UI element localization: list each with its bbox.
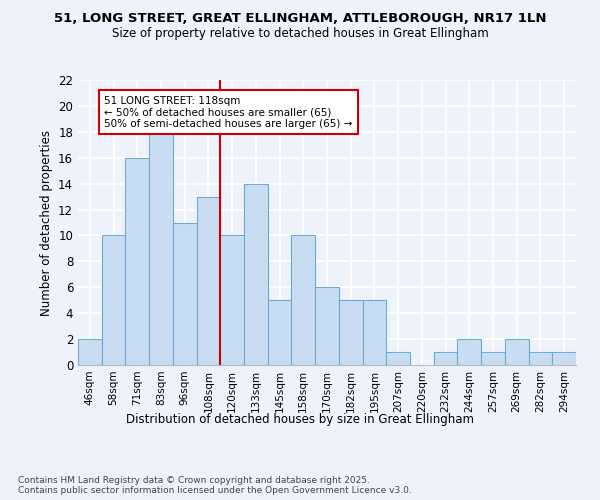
Bar bbox=[505, 339, 529, 365]
Bar bbox=[220, 236, 244, 365]
Bar bbox=[268, 300, 292, 365]
Y-axis label: Number of detached properties: Number of detached properties bbox=[40, 130, 53, 316]
Bar bbox=[315, 288, 339, 365]
Bar bbox=[292, 236, 315, 365]
Bar bbox=[173, 222, 197, 365]
Bar bbox=[386, 352, 410, 365]
Bar bbox=[362, 300, 386, 365]
Text: 51, LONG STREET, GREAT ELLINGHAM, ATTLEBOROUGH, NR17 1LN: 51, LONG STREET, GREAT ELLINGHAM, ATTLEB… bbox=[54, 12, 546, 26]
Text: Contains HM Land Registry data © Crown copyright and database right 2025.
Contai: Contains HM Land Registry data © Crown c… bbox=[18, 476, 412, 495]
Bar bbox=[529, 352, 552, 365]
Bar bbox=[149, 132, 173, 365]
Bar bbox=[434, 352, 457, 365]
Bar bbox=[78, 339, 102, 365]
Text: Distribution of detached houses by size in Great Ellingham: Distribution of detached houses by size … bbox=[126, 412, 474, 426]
Bar bbox=[244, 184, 268, 365]
Text: Size of property relative to detached houses in Great Ellingham: Size of property relative to detached ho… bbox=[112, 28, 488, 40]
Bar bbox=[197, 196, 220, 365]
Bar bbox=[481, 352, 505, 365]
Bar bbox=[339, 300, 362, 365]
Text: 51 LONG STREET: 118sqm
← 50% of detached houses are smaller (65)
50% of semi-det: 51 LONG STREET: 118sqm ← 50% of detached… bbox=[104, 96, 352, 128]
Bar bbox=[125, 158, 149, 365]
Bar bbox=[102, 236, 125, 365]
Bar bbox=[457, 339, 481, 365]
Bar bbox=[552, 352, 576, 365]
